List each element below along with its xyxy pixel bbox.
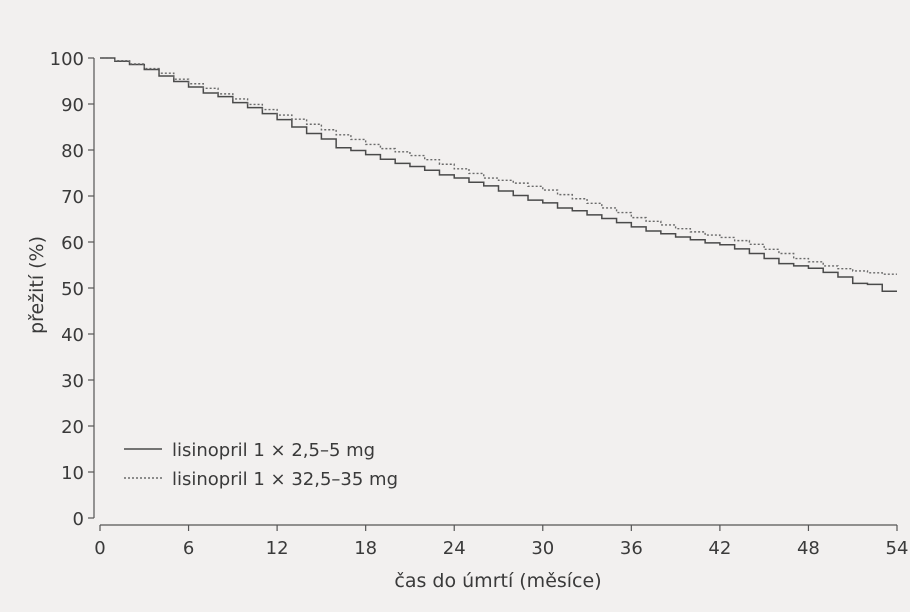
x-tick-label: 54	[886, 538, 909, 559]
x-tick-label: 18	[354, 538, 377, 559]
legend-label-1: lisinopril 1 × 2,5–5 mg	[172, 440, 375, 461]
y-tick-label: 40	[61, 325, 84, 346]
x-tick-label: 30	[531, 538, 554, 559]
y-tick-label: 50	[61, 279, 84, 300]
x-axis-label: čas do úmrtí (měsíce)	[394, 570, 601, 592]
y-tick-label: 30	[61, 371, 84, 392]
y-tick-label: 70	[61, 187, 84, 208]
series-line-1	[100, 57, 897, 292]
y-tick-label: 90	[61, 95, 84, 116]
series-layer	[100, 57, 897, 292]
axes: 0 10 20 30 40 50 60 70 80 90 100 0 6 12 18 24 30 36 42 48 54	[50, 49, 909, 559]
y-tick-label: 80	[61, 141, 84, 162]
legend: lisinopril 1 × 2,5–5 mg lisinopril 1 × 32…	[124, 440, 398, 490]
y-tick-label: 20	[61, 417, 84, 438]
x-tick-label: 42	[708, 538, 731, 559]
series-line-2	[100, 57, 897, 275]
y-tick-label: 10	[61, 463, 84, 484]
x-tick-label: 6	[183, 538, 194, 559]
y-axis-label: přežití (%)	[26, 236, 48, 334]
y-tick-label: 100	[50, 49, 84, 70]
x-tick-label: 36	[620, 538, 643, 559]
y-tick-label: 60	[61, 233, 84, 254]
x-tick-label: 0	[94, 538, 105, 559]
y-tick-label: 0	[73, 509, 84, 530]
x-tick-label: 12	[266, 538, 289, 559]
x-tick-label: 48	[797, 538, 820, 559]
x-tick-label: 24	[443, 538, 466, 559]
legend-label-2: lisinopril 1 × 32,5–35 mg	[172, 469, 398, 490]
